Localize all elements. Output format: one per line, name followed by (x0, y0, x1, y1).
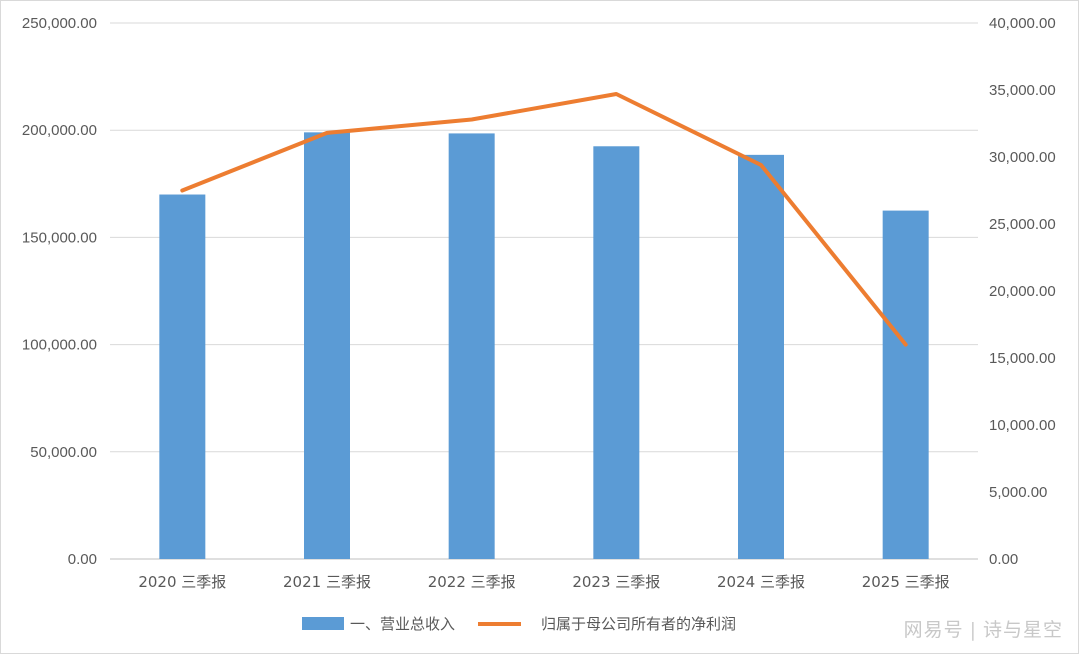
left-axis-tick-label: 200,000.00 (22, 122, 97, 139)
legend-label-net-profit: 归属于母公司所有者的净利润 (541, 615, 736, 633)
legend-swatch-revenue (302, 617, 344, 630)
legend: 一、营业总收入 归属于母公司所有者的净利润 (302, 615, 736, 633)
revenue-bar (159, 194, 206, 559)
gridlines (110, 22, 978, 560)
right-axis-tick-label: 0.00 (989, 551, 1018, 568)
left-axis-tick-label: 0.00 (68, 551, 97, 568)
watermark-source: 网易号 (903, 619, 964, 641)
left-axis-tick-label: 100,000.00 (22, 337, 97, 354)
left-axis-tick-label: 50,000.00 (30, 444, 97, 461)
right-axis-tick-label: 40,000.00 (989, 15, 1056, 32)
left-axis-tick-label: 150,000.00 (22, 229, 97, 246)
right-axis-tick-label: 30,000.00 (989, 149, 1056, 166)
right-axis-tick-label: 35,000.00 (989, 82, 1056, 99)
right-axis-tick-label: 10,000.00 (989, 417, 1056, 434)
net-profit-line-layer (180, 92, 908, 347)
category-axis: 2020 三季报 2021 三季报 2022 三季报 2023 三季报 2024 三季报… (138, 573, 949, 591)
category-label: 2023 三季报 (572, 573, 660, 591)
category-label: 2025 三季报 (862, 573, 950, 591)
right-axis-tick-label: 5,000.00 (989, 484, 1047, 501)
watermark: 网易号 | 诗与星空 (904, 615, 1063, 642)
revenue-bar (593, 146, 640, 559)
revenue-bar (882, 210, 929, 559)
revenue-bar (448, 133, 495, 559)
watermark-author: 诗与星空 (982, 619, 1063, 641)
legend-label-revenue: 一、营业总收入 (350, 615, 455, 633)
revenue-bar (738, 154, 784, 559)
left-axis: 0.00 50,000.00 100,000.00 150,000.00 200,000… (22, 15, 97, 568)
revenue-bar (304, 132, 350, 559)
left-axis-tick-label: 250,000.00 (22, 15, 97, 32)
right-axis-tick-label: 15,000.00 (989, 350, 1056, 367)
category-label: 2020 三季报 (138, 573, 226, 591)
category-label: 2021 三季报 (283, 573, 371, 591)
right-axis-tick-label: 25,000.00 (989, 216, 1056, 233)
category-label: 2024 三季报 (717, 573, 805, 591)
revenue-bars (159, 132, 929, 559)
net-profit-line (180, 92, 908, 347)
watermark-separator: | (969, 619, 977, 641)
right-axis: 0.00 5,000.00 10,000.00 15,000.00 20,000.00 2… (989, 15, 1056, 568)
category-label: 2022 三季报 (428, 573, 516, 591)
right-axis-tick-label: 20,000.00 (989, 283, 1056, 300)
